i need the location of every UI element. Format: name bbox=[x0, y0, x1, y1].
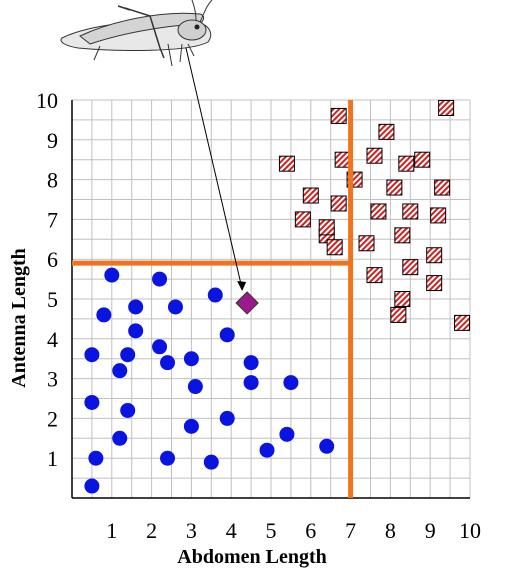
x-tick-label: 2 bbox=[146, 518, 157, 543]
data-point-circle bbox=[319, 438, 335, 454]
query-point-group bbox=[185, 47, 259, 315]
data-point-circle bbox=[112, 363, 128, 379]
data-point-square bbox=[394, 227, 411, 244]
x-tick-label: 10 bbox=[459, 518, 481, 543]
data-point-square bbox=[334, 151, 351, 168]
x-tick-label: 3 bbox=[186, 518, 197, 543]
y-tick-label: 10 bbox=[36, 88, 58, 113]
y-tick-label: 6 bbox=[47, 247, 58, 272]
x-tick-label: 4 bbox=[226, 518, 237, 543]
data-point-circle bbox=[160, 355, 176, 371]
pointer-arrow-line bbox=[185, 47, 243, 290]
data-point-square bbox=[390, 306, 407, 323]
data-point-square bbox=[326, 239, 343, 256]
y-tick-label: 1 bbox=[47, 446, 58, 471]
data-point-circle bbox=[88, 450, 104, 466]
data-point-circle bbox=[243, 375, 259, 391]
y-tick-label: 5 bbox=[47, 287, 58, 312]
x-tick-label: 6 bbox=[305, 518, 316, 543]
data-point-circle bbox=[96, 307, 112, 323]
x-tick-label: 7 bbox=[345, 518, 356, 543]
data-point-square bbox=[402, 259, 419, 276]
data-point-circle bbox=[128, 323, 144, 339]
y-tick-label: 3 bbox=[47, 367, 58, 392]
x-tick-label: 9 bbox=[425, 518, 436, 543]
data-point-circle bbox=[183, 418, 199, 434]
x-axis-title: Abdomen Length bbox=[177, 546, 326, 568]
x-tick-label: 8 bbox=[385, 518, 396, 543]
data-point-circle bbox=[243, 355, 259, 371]
data-point-square bbox=[414, 151, 431, 168]
y-tick-label: 7 bbox=[47, 207, 58, 232]
square-series bbox=[278, 99, 471, 331]
data-point-square bbox=[402, 203, 419, 220]
data-point-square bbox=[378, 123, 395, 140]
data-point-circle bbox=[112, 430, 128, 446]
y-tick-label: 9 bbox=[47, 128, 58, 153]
y-tick-label: 4 bbox=[47, 327, 58, 352]
data-point-circle bbox=[207, 287, 223, 303]
data-point-square bbox=[330, 107, 347, 124]
data-point-circle bbox=[84, 347, 100, 363]
data-point-square bbox=[330, 195, 347, 212]
y-axis-title: Antenna Length bbox=[8, 248, 30, 387]
data-point-circle bbox=[183, 351, 199, 367]
data-point-circle bbox=[203, 454, 219, 470]
data-point-square bbox=[394, 291, 411, 307]
data-point-square bbox=[294, 211, 311, 228]
x-tick-labels: 1 2 3 4 5 6 7 8 9 10 bbox=[106, 518, 481, 543]
data-point-circle bbox=[84, 394, 100, 410]
data-point-circle bbox=[279, 426, 295, 442]
data-point-square bbox=[398, 155, 415, 172]
data-point-circle bbox=[219, 327, 235, 343]
data-point-circle bbox=[128, 299, 144, 315]
data-point-circle bbox=[120, 347, 136, 363]
data-point-circle bbox=[104, 267, 120, 283]
data-point-circle bbox=[84, 478, 100, 494]
decision-boundaries bbox=[72, 100, 354, 498]
y-tick-label: 8 bbox=[47, 168, 58, 193]
data-point-square bbox=[426, 275, 443, 292]
data-point-circle bbox=[219, 410, 235, 426]
data-point-square bbox=[426, 247, 443, 264]
data-point-square bbox=[454, 314, 471, 331]
pointer-arrowhead bbox=[237, 280, 247, 291]
data-point-square bbox=[438, 99, 455, 116]
data-point-square bbox=[366, 267, 383, 284]
circle-series bbox=[84, 267, 335, 494]
data-point-square bbox=[278, 155, 295, 172]
x-tick-label: 5 bbox=[266, 518, 277, 543]
data-point-square bbox=[358, 235, 375, 252]
data-point-circle bbox=[167, 299, 183, 315]
data-point-square bbox=[370, 203, 387, 220]
query-point-diamond bbox=[235, 291, 259, 315]
data-point-square bbox=[434, 179, 451, 196]
grasshopper-illustration bbox=[60, 0, 213, 67]
data-point-circle bbox=[152, 271, 168, 287]
data-point-square bbox=[386, 179, 403, 196]
x-tick-label: 1 bbox=[106, 518, 117, 543]
data-point-circle bbox=[259, 442, 275, 458]
data-point-square bbox=[302, 187, 319, 204]
y-tick-label: 2 bbox=[47, 406, 58, 431]
data-point-circle bbox=[283, 375, 299, 391]
data-point-square bbox=[366, 147, 383, 164]
data-point-circle bbox=[187, 379, 203, 395]
data-point-square bbox=[318, 219, 335, 236]
data-point-circle bbox=[160, 450, 176, 466]
data-point-circle bbox=[120, 402, 136, 418]
data-point-square bbox=[430, 207, 447, 224]
data-point-circle bbox=[152, 339, 168, 355]
y-tick-labels: 1 2 3 4 5 6 7 8 9 10 bbox=[36, 88, 58, 471]
